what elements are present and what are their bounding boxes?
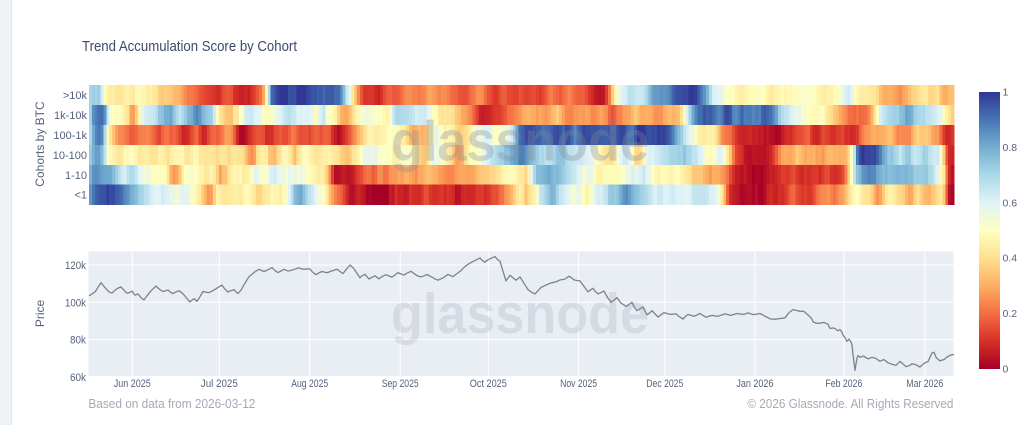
svg-text:Aug 2025: Aug 2025: [291, 378, 328, 390]
svg-text:Jun 2025: Jun 2025: [114, 378, 151, 390]
svg-text:0: 0: [1003, 364, 1009, 376]
svg-text:10-100: 10-100: [53, 150, 87, 162]
svg-text:Cohorts by BTC: Cohorts by BTC: [33, 101, 47, 187]
svg-text:Mar 2026: Mar 2026: [906, 378, 943, 390]
svg-text:1k-10k: 1k-10k: [54, 110, 88, 122]
svg-text:0.4: 0.4: [1003, 253, 1018, 265]
svg-text:glassnode: glassnode: [391, 110, 649, 174]
svg-text:>10k: >10k: [63, 90, 88, 102]
svg-text:1: 1: [1003, 87, 1009, 99]
svg-text:80k: 80k: [70, 335, 86, 347]
svg-text:glassnode: glassnode: [391, 282, 649, 346]
svg-text:Nov 2025: Nov 2025: [560, 378, 597, 390]
svg-text:100-1k: 100-1k: [53, 130, 87, 142]
svg-text:Jan 2026: Jan 2026: [736, 378, 773, 390]
svg-text:Trend Accumulation Score by Co: Trend Accumulation Score by Cohort: [82, 38, 298, 55]
svg-text:Based on data from 2026-03-12: Based on data from 2026-03-12: [88, 397, 255, 411]
svg-text:Feb 2026: Feb 2026: [825, 378, 862, 390]
svg-text:© 2026 Glassnode. All Rights R: © 2026 Glassnode. All Rights Reserved: [747, 397, 953, 411]
svg-text:Oct 2025: Oct 2025: [470, 378, 507, 390]
svg-text:Dec 2025: Dec 2025: [646, 378, 683, 390]
svg-text:100k: 100k: [65, 297, 86, 309]
svg-text:<1: <1: [74, 190, 87, 202]
svg-text:Sep 2025: Sep 2025: [382, 378, 419, 390]
svg-text:0.6: 0.6: [1003, 197, 1018, 209]
svg-text:120k: 120k: [65, 260, 86, 272]
svg-text:Price: Price: [33, 300, 47, 328]
svg-text:60k: 60k: [70, 372, 86, 384]
svg-text:0.8: 0.8: [1003, 142, 1018, 154]
svg-text:1-10: 1-10: [65, 170, 87, 182]
svg-text:Jul 2025: Jul 2025: [201, 378, 238, 390]
svg-text:0.2: 0.2: [1003, 308, 1018, 320]
